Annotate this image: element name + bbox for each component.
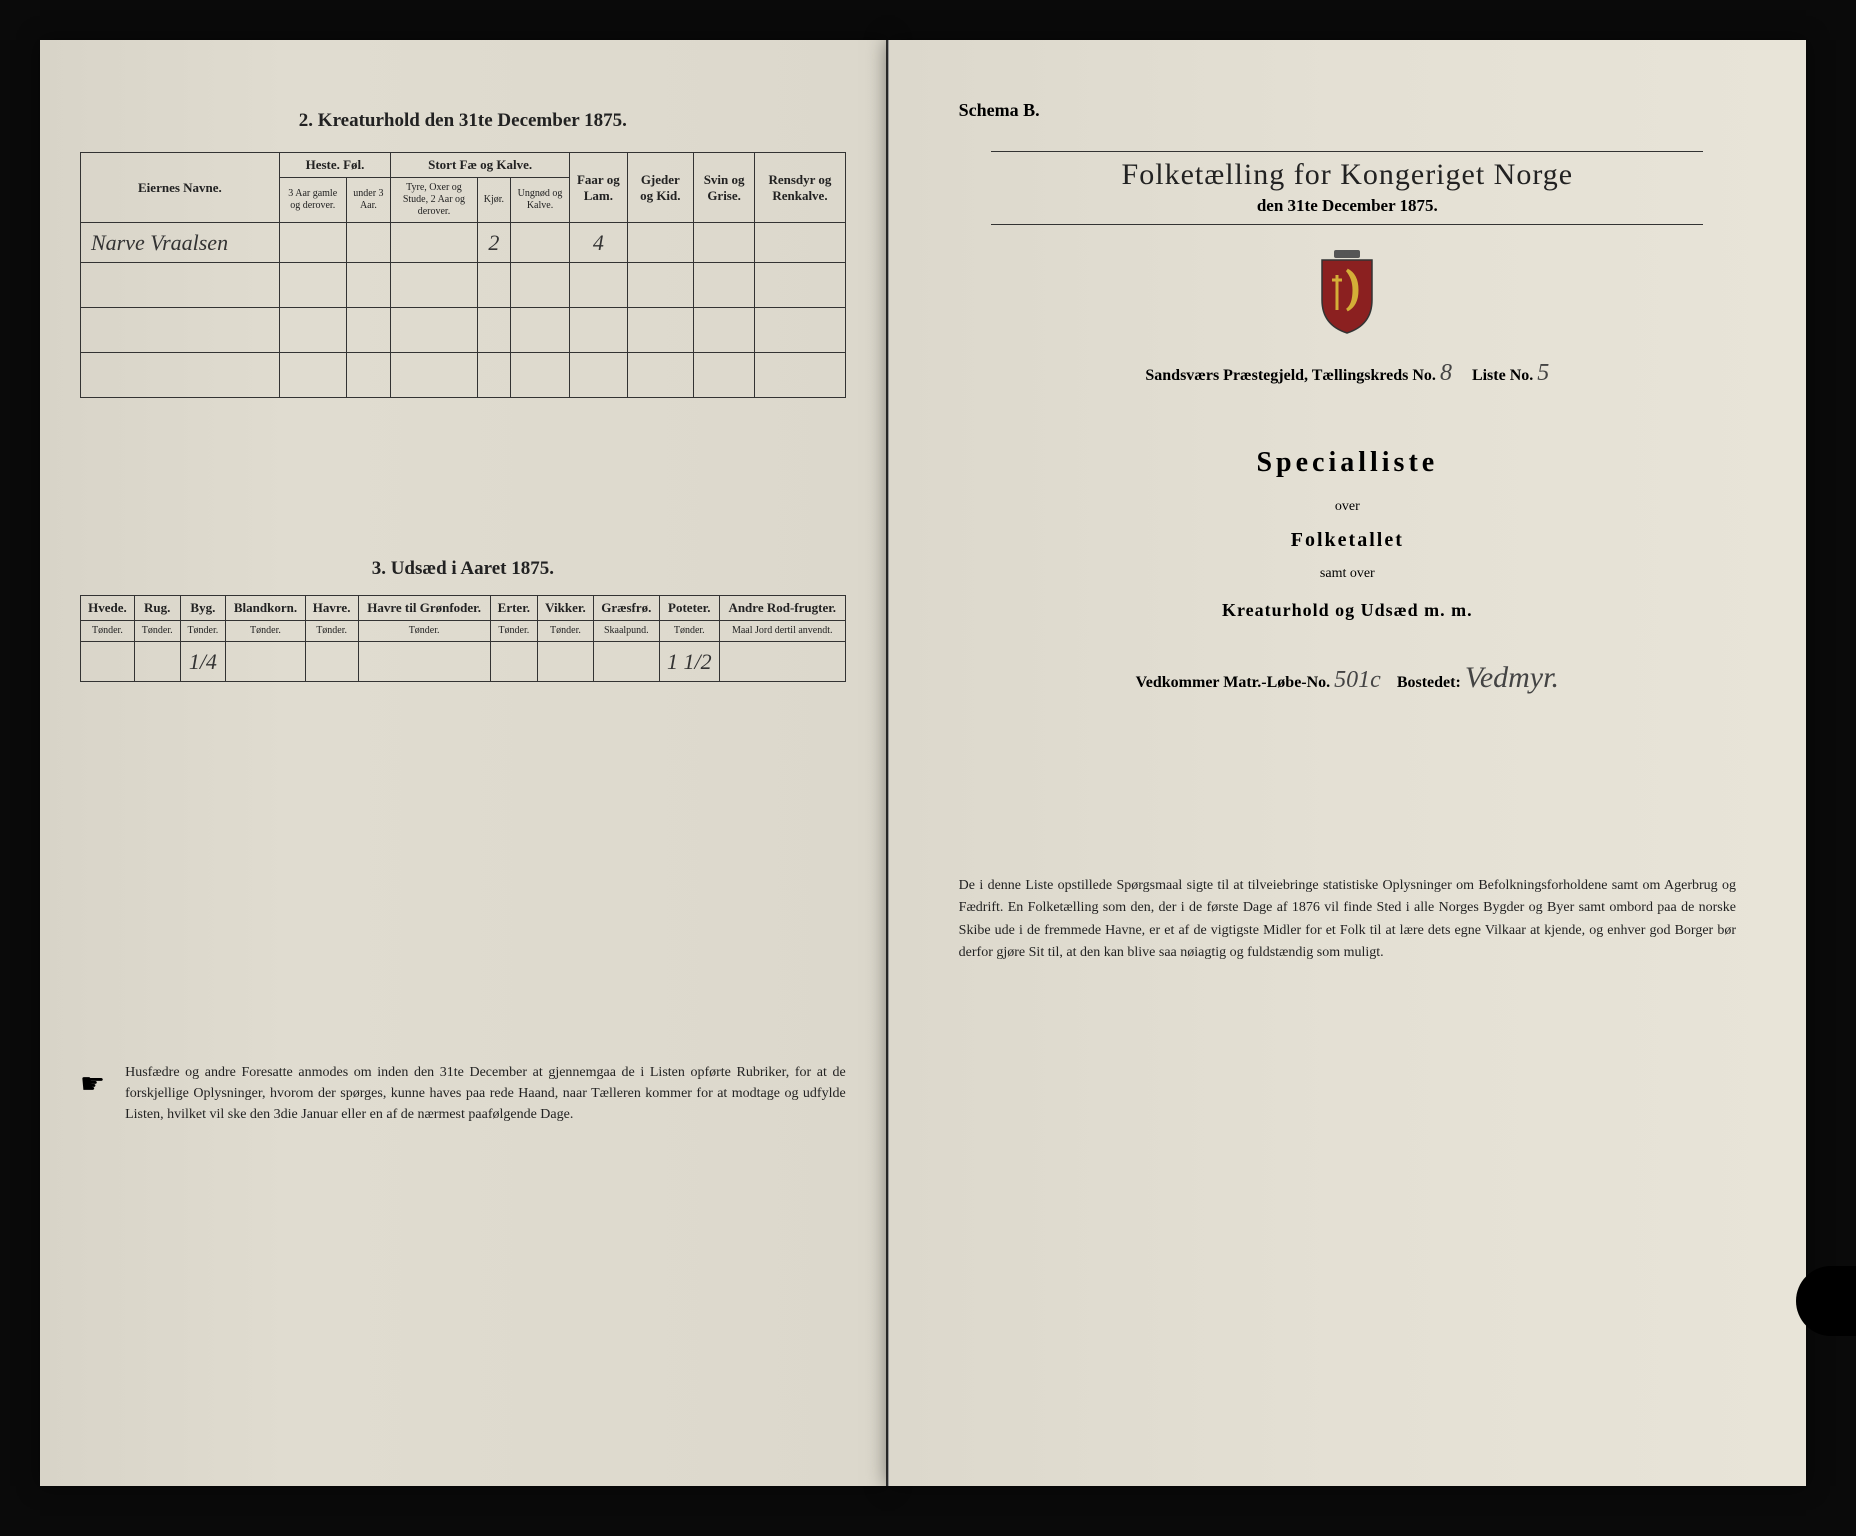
h-havre: Havre. xyxy=(305,596,358,621)
specialliste-title: Specialliste xyxy=(929,447,1766,479)
h-erter: Erter. xyxy=(490,596,537,621)
unit: Tønder. xyxy=(490,621,537,642)
cell xyxy=(719,642,845,682)
cell-faar: 4 xyxy=(570,223,628,263)
sub-heste2: under 3 Aar. xyxy=(346,178,391,223)
census-date: den 31te December 1875. xyxy=(929,196,1766,216)
cell xyxy=(305,642,358,682)
left-page: 2. Kreaturhold den 31te December 1875. E… xyxy=(40,40,888,1486)
cell xyxy=(279,223,346,263)
sub-heste1: 3 Aar gamle og derover. xyxy=(279,178,346,223)
cell xyxy=(346,223,391,263)
left-footer: ☛ Husfædre og andre Foresatte anmodes om… xyxy=(80,1062,846,1125)
section3-title: 3. Udsæd i Aaret 1875. xyxy=(80,558,846,580)
rule xyxy=(991,224,1703,225)
unit: Tønder. xyxy=(659,621,719,642)
folketallet-label: Folketallet xyxy=(929,529,1766,552)
h-rod: Andre Rod-frugter. xyxy=(719,596,845,621)
cell xyxy=(134,642,180,682)
h-bland: Blandkorn. xyxy=(226,596,305,621)
parish-line: Sandsværs Præstegjeld, Tællingskreds No.… xyxy=(929,360,1766,387)
unit: Tønder. xyxy=(134,621,180,642)
unit: Tønder. xyxy=(538,621,594,642)
matr-label: Vedkommer Matr.-Løbe-No. xyxy=(1136,674,1331,691)
table-row xyxy=(81,353,846,398)
cell xyxy=(511,223,570,263)
h-hvede: Hvede. xyxy=(81,596,135,621)
census-title: Folketælling for Kongeriget Norge xyxy=(929,158,1766,192)
h-potet: Poteter. xyxy=(659,596,719,621)
cell xyxy=(226,642,305,682)
unit: Skaalpund. xyxy=(593,621,659,642)
bosted-value: Vedmyr. xyxy=(1465,661,1559,694)
cell xyxy=(81,642,135,682)
sub-fae3: Ungnød og Kalve. xyxy=(511,178,570,223)
right-footer-text: De i denne Liste opstillede Spørgsmaal s… xyxy=(929,875,1766,965)
h-rug: Rug. xyxy=(134,596,180,621)
cell xyxy=(627,223,693,263)
right-page: Schema B. Folketælling for Kongeriget No… xyxy=(888,40,1806,1486)
unit: Maal Jord dertil anvendt. xyxy=(719,621,845,642)
bosted-label: Bostedet: xyxy=(1397,674,1461,691)
liste-no: 5 xyxy=(1537,360,1549,386)
table-row xyxy=(81,308,846,353)
unit: Tønder. xyxy=(81,621,135,642)
h-byg: Byg. xyxy=(180,596,226,621)
h-havregf: Havre til Grønfoder. xyxy=(358,596,490,621)
unit: Tønder. xyxy=(226,621,305,642)
h-vikker: Vikker. xyxy=(538,596,594,621)
title-block: Folketælling for Kongeriget Norge den 31… xyxy=(929,151,1766,225)
samt-label: samt over xyxy=(929,566,1766,582)
udsaed-table: Hvede. Rug. Byg. Blandkorn. Havre. Havre… xyxy=(80,595,846,682)
colgrp-fae: Stort Fæ og Kalve. xyxy=(391,153,570,178)
cell-byg: 1/4 xyxy=(180,642,226,682)
schema-label: Schema B. xyxy=(959,100,1766,121)
cell xyxy=(693,223,754,263)
coat-of-arms-icon xyxy=(1312,250,1382,335)
cell xyxy=(490,642,537,682)
sub-fae2: Kjør. xyxy=(477,178,510,223)
rule xyxy=(991,151,1703,152)
col-faar: Faar og Lam. xyxy=(570,153,628,223)
kreatur-label: Kreaturhold og Udsæd m. m. xyxy=(929,600,1766,621)
colgrp-heste: Heste. Føl. xyxy=(279,153,390,178)
matr-no: 501c xyxy=(1334,667,1381,693)
cell xyxy=(538,642,594,682)
kreaturhold-table: Eiernes Navne. Heste. Føl. Stort Fæ og K… xyxy=(80,152,846,398)
unit: Tønder. xyxy=(180,621,226,642)
cell xyxy=(755,223,845,263)
liste-label: Liste No. xyxy=(1472,367,1533,384)
cell xyxy=(391,223,478,263)
parish-label: Sandsværs Præstegjeld, Tællingskreds No. xyxy=(1145,367,1436,384)
col-svin: Svin og Grise. xyxy=(693,153,754,223)
footer-text: Husfædre og andre Foresatte anmodes om i… xyxy=(125,1062,846,1125)
unit: Tønder. xyxy=(358,621,490,642)
table-row: 1/4 1 1/2 xyxy=(81,642,846,682)
col-gjeder: Gjeder og Kid. xyxy=(627,153,693,223)
cell-navn: Narve Vraalsen xyxy=(81,223,280,263)
unit: Tønder. xyxy=(305,621,358,642)
sub-fae1: Tyre, Oxer og Stude, 2 Aar og derover. xyxy=(391,178,478,223)
cell xyxy=(358,642,490,682)
cell-kjor: 2 xyxy=(477,223,510,263)
cell xyxy=(593,642,659,682)
cell-potet: 1 1/2 xyxy=(659,642,719,682)
pointing-hand-icon: ☛ xyxy=(80,1064,105,1106)
matr-line: Vedkommer Matr.-Løbe-No. 501c Bostedet: … xyxy=(929,661,1766,695)
table-row: Narve Vraalsen 2 4 xyxy=(81,223,846,263)
col-eier: Eiernes Navne. xyxy=(81,153,280,223)
table-row xyxy=(81,263,846,308)
parish-no: 8 xyxy=(1440,360,1452,386)
h-graes: Græsfrø. xyxy=(593,596,659,621)
section2-title: 2. Kreaturhold den 31te December 1875. xyxy=(80,110,846,132)
book-spread: 2. Kreaturhold den 31te December 1875. E… xyxy=(0,0,1856,1536)
over-label: over xyxy=(929,499,1766,515)
col-rensdyr: Rensdyr og Renkalve. xyxy=(755,153,845,223)
